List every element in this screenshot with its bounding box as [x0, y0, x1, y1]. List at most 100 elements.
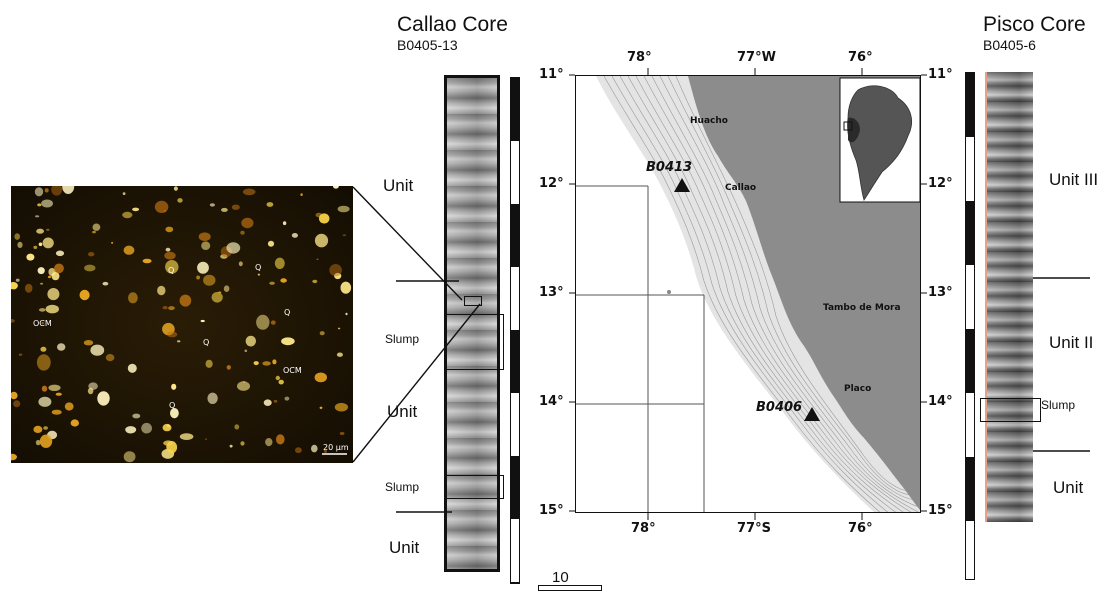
callao-slump-box — [444, 314, 504, 370]
mineral-grain — [122, 192, 126, 195]
mineral-grain — [35, 215, 40, 218]
mineral-grain — [92, 223, 101, 231]
mineral-grain — [324, 449, 327, 453]
micrograph-grains — [11, 186, 353, 463]
mineral-grain — [33, 425, 43, 433]
mineral-grain — [35, 439, 41, 446]
mineral-grain — [218, 291, 222, 294]
mineral-grain — [26, 253, 35, 261]
mineral-grain — [142, 258, 152, 264]
mineral-grain — [51, 409, 62, 415]
mineral-grain — [88, 252, 95, 257]
scale-bar-value: 10 — [552, 569, 569, 586]
map-graphics — [576, 76, 920, 512]
map-grid-lines — [576, 185, 705, 512]
map-tick-marks — [569, 68, 927, 520]
map-left-tick: 12° — [539, 176, 564, 191]
mineral-grain — [15, 278, 20, 282]
mineral-grain — [17, 241, 23, 248]
mineral-grain — [314, 233, 329, 248]
callao-depth-ruler — [510, 77, 520, 584]
mineral-grain — [48, 384, 61, 391]
callao-slump-label: Slump — [385, 332, 420, 346]
mineral-grain — [329, 264, 342, 277]
mineral-grain — [125, 426, 137, 434]
quartz-label: Q — [203, 338, 210, 347]
map-top-tick: 77°W — [737, 50, 776, 65]
mineral-grain — [223, 285, 230, 292]
ocm-label: OCM — [33, 319, 52, 328]
mineral-grain — [340, 281, 352, 294]
scale-bar — [538, 585, 602, 591]
mineral-grain — [88, 382, 98, 390]
mineral-grain — [245, 335, 256, 347]
mineral-grain — [319, 406, 323, 409]
mineral-grain — [41, 322, 44, 325]
mineral-grain — [334, 402, 348, 412]
mineral-grain — [90, 344, 105, 356]
mineral-grain — [314, 372, 327, 383]
mineral-grain — [240, 230, 245, 235]
mineral-grain — [203, 274, 216, 286]
mineral-grain — [221, 207, 228, 212]
mineral-grain — [64, 402, 74, 411]
mineral-grain — [281, 337, 295, 346]
mineral-grain — [177, 198, 183, 203]
pisco-unit-label: Unit III — [1049, 170, 1099, 189]
mineral-grain — [132, 413, 141, 419]
mineral-grain — [33, 245, 38, 249]
mineral-grain — [263, 399, 272, 406]
mineral-grain — [39, 434, 53, 448]
mineral-grain — [337, 205, 350, 213]
mineral-grain — [57, 343, 66, 351]
callao-core-title: Callao Core — [397, 13, 508, 36]
mineral-grain — [111, 241, 114, 244]
scale-bar-label: 20 µm — [323, 443, 349, 452]
mineral-grain — [300, 193, 303, 196]
quartz-label: Q — [284, 308, 291, 317]
mineral-grain — [128, 292, 138, 304]
mineral-grain — [47, 288, 60, 301]
callao-unit-label: Unit — [387, 402, 418, 421]
mineral-grain — [237, 381, 250, 391]
mineral-grain — [40, 282, 44, 285]
map-right-tick: 12° — [928, 176, 953, 191]
station-marker-b0413 — [674, 178, 690, 192]
mineral-grain — [278, 379, 284, 385]
mineral-grain — [41, 385, 48, 392]
mineral-grain — [207, 392, 218, 404]
mineral-grain — [38, 396, 52, 407]
mineral-grain — [240, 441, 245, 446]
callao-sample-box — [464, 296, 482, 306]
mineral-grain — [11, 319, 15, 323]
map-left-tick: 11° — [539, 67, 564, 82]
mineral-grain — [41, 199, 53, 208]
mineral-grain — [55, 250, 65, 257]
mineral-grain — [241, 217, 254, 229]
mineral-grain — [165, 260, 179, 274]
mineral-grain — [319, 331, 325, 336]
mineral-grain — [231, 204, 240, 210]
callao-core-id: B0405-13 — [397, 37, 458, 53]
mineral-grain — [40, 346, 47, 352]
mineral-grain — [38, 242, 43, 247]
place-label: Huacho — [690, 116, 728, 126]
mineral-grain — [205, 359, 213, 368]
mineral-grain — [345, 312, 348, 316]
mineral-grain — [14, 233, 20, 240]
mineral-grain — [24, 283, 33, 293]
mineral-grain — [157, 285, 166, 296]
callao-unit-label: Unit — [383, 176, 414, 195]
mineral-grain — [36, 228, 44, 234]
mineral-grain — [269, 281, 275, 285]
mineral-grain — [162, 306, 168, 310]
map-right-tick: 13° — [928, 285, 953, 300]
mineral-grain — [13, 400, 21, 408]
mineral-grain — [105, 354, 115, 362]
mineral-grain — [276, 434, 285, 445]
bathymetry-contours — [603, 76, 920, 512]
mineral-grain — [132, 207, 140, 212]
mineral-grain — [342, 234, 346, 237]
place-label: Callao — [725, 183, 757, 193]
mineral-grain — [55, 392, 62, 396]
